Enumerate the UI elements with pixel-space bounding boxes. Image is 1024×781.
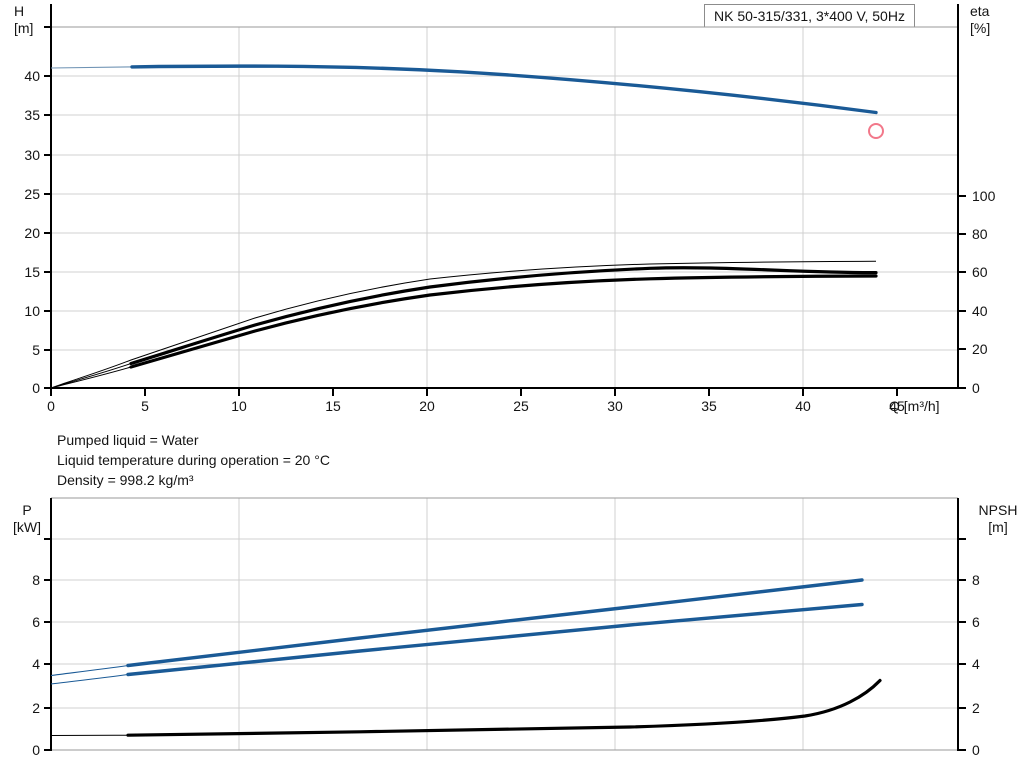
p2-curve xyxy=(126,602,864,677)
efficiency-total-curve xyxy=(129,274,878,369)
eta-tick-60: 60 xyxy=(972,264,988,280)
efficiency-pump-curve xyxy=(129,266,878,366)
head-curve xyxy=(130,64,878,115)
npsh-tick-4: 4 xyxy=(972,656,980,672)
p1-curve xyxy=(126,578,864,668)
h-tick-20: 20 xyxy=(24,225,40,241)
head-curve-thin xyxy=(50,66,133,69)
duty-point-marker xyxy=(868,123,884,139)
power-npsh-chart xyxy=(44,497,966,751)
efficiency-total-curve-lead xyxy=(50,366,132,389)
h-tick-40: 40 xyxy=(24,68,40,84)
h-tick-0: 0 xyxy=(32,380,40,396)
h-tick-10: 10 xyxy=(24,303,40,319)
q-tick-40: 40 xyxy=(795,398,811,414)
q-tick-35: 35 xyxy=(701,398,717,414)
eta-tick-0: 0 xyxy=(972,380,980,396)
q-tick-5: 5 xyxy=(141,398,149,414)
top-right-axis-title: eta [%] xyxy=(970,3,991,36)
q-tick-25: 25 xyxy=(513,398,529,414)
efficiency-upper-outline xyxy=(50,260,877,389)
npsh-tick-8: 8 xyxy=(972,572,980,588)
top-left-axis-title: H [m] xyxy=(14,3,34,36)
q-tick-0: 0 xyxy=(47,398,55,414)
eta-tick-40: 40 xyxy=(972,303,988,319)
p-tick-2: 2 xyxy=(32,700,40,716)
liquid-notes: Pumped liquid = Water Liquid temperature… xyxy=(57,430,330,490)
head-efficiency-chart xyxy=(44,4,966,396)
q-tick-45: 45 xyxy=(889,398,905,414)
npsh-tick-2: 2 xyxy=(972,700,980,716)
h-tick-35: 35 xyxy=(24,107,40,123)
p-tick-0: 0 xyxy=(32,742,40,758)
note-density: Density = 998.2 kg/m³ xyxy=(57,472,194,488)
note-liquid-temp: Liquid temperature during operation = 20… xyxy=(57,452,330,468)
p2-curve-thin xyxy=(50,673,129,685)
pump-title-box: NK 50-315/331, 3*400 V, 50Hz xyxy=(704,4,915,30)
eta-tick-80: 80 xyxy=(972,226,988,242)
q-axis-title: Q [m³/h] xyxy=(889,398,940,414)
npsh-curve xyxy=(126,678,882,737)
q-tick-10: 10 xyxy=(231,398,247,414)
p-tick-8: 8 xyxy=(32,572,40,588)
eta-tick-20: 20 xyxy=(972,341,988,357)
bottom-left-axis-title: P [kW] xyxy=(13,502,41,535)
npsh-tick-0: 0 xyxy=(972,742,980,758)
h-tick-15: 15 xyxy=(24,264,40,280)
h-tick-25: 25 xyxy=(24,186,40,202)
q-tick-15: 15 xyxy=(325,398,341,414)
note-pumped-liquid: Pumped liquid = Water xyxy=(57,432,199,448)
p-tick-4: 4 xyxy=(32,656,40,672)
p-tick-6: 6 xyxy=(32,614,40,630)
q-tick-30: 30 xyxy=(607,398,623,414)
npsh-tick-6: 6 xyxy=(972,614,980,630)
h-tick-30: 30 xyxy=(24,147,40,163)
h-tick-5: 5 xyxy=(32,342,40,358)
q-tick-20: 20 xyxy=(419,398,435,414)
bottom-right-axis-title: NPSH [m] xyxy=(978,502,1018,535)
eta-tick-100: 100 xyxy=(972,188,996,204)
p1-curve-thin xyxy=(50,664,129,677)
